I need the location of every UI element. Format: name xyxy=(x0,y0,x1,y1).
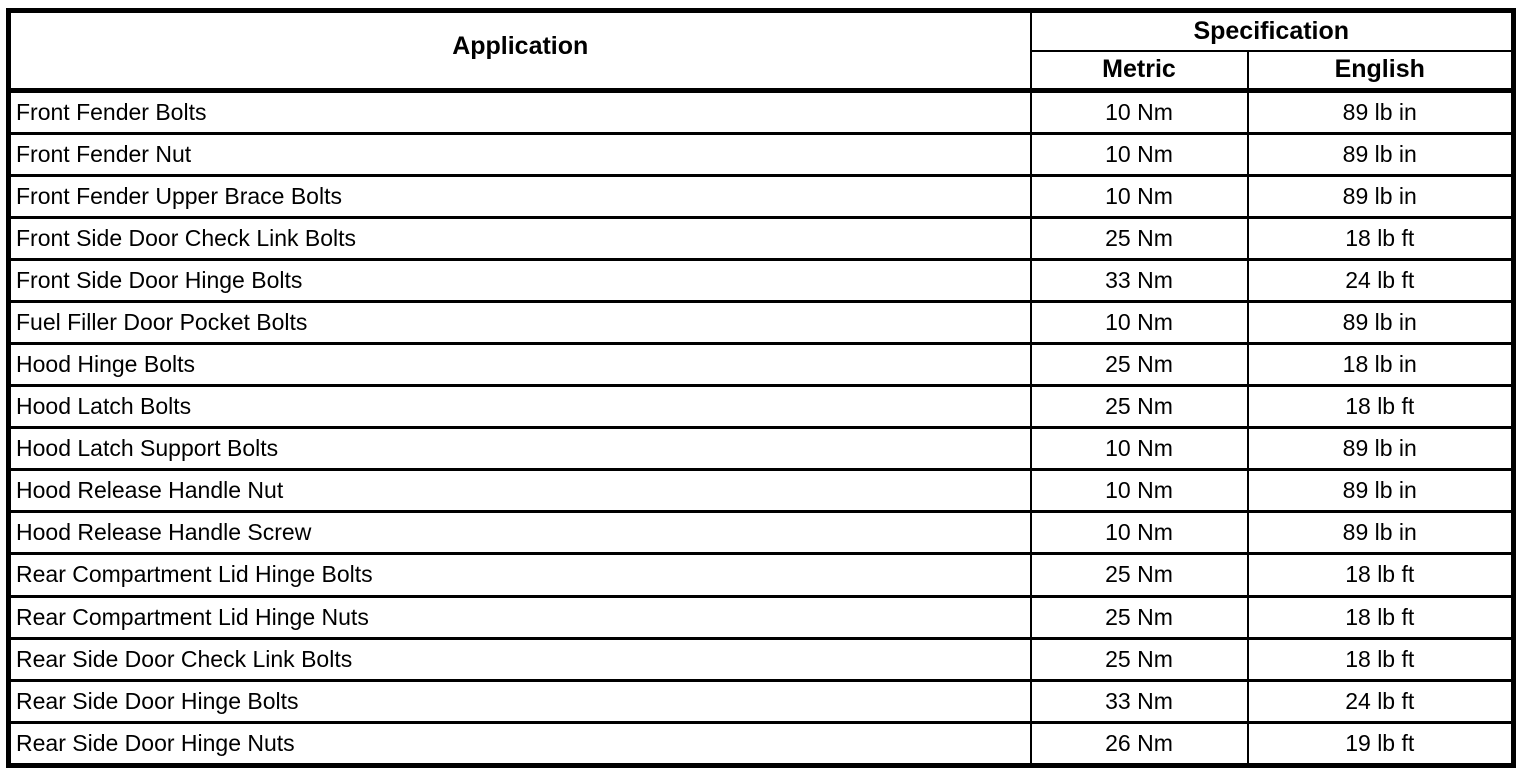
application-cell: Hood Latch Bolts xyxy=(7,384,1032,430)
table-row: Hood Latch Bolts 25 Nm 18 lb ft xyxy=(7,384,1515,430)
table-row: Hood Release Handle Screw 10 Nm 89 lb in xyxy=(7,510,1515,556)
english-value-cell: 89 lb in xyxy=(1246,132,1515,178)
table-row: Rear Side Door Hinge Bolts 33 Nm 24 lb f… xyxy=(7,678,1515,724)
table-row: Hood Release Handle Nut 10 Nm 89 lb in xyxy=(7,468,1515,514)
application-cell: Hood Release Handle Screw xyxy=(7,510,1032,556)
english-value-cell: 18 lb ft xyxy=(1246,384,1515,430)
table-body: Front Fender Bolts 10 Nm 89 lb in Front … xyxy=(7,88,1515,768)
table-row: Front Side Door Hinge Bolts 33 Nm 24 lb … xyxy=(7,258,1515,304)
application-cell: Fuel Filler Door Pocket Bolts xyxy=(7,300,1032,346)
column-header-metric: Metric xyxy=(1029,49,1249,93)
english-value-cell: 18 lb ft xyxy=(1246,552,1515,598)
table-header: Application Specification Metric English xyxy=(7,9,1515,93)
metric-value-cell: 25 Nm xyxy=(1029,636,1249,682)
table-row: Rear Side Door Hinge Nuts 26 Nm 19 lb ft xyxy=(7,720,1515,768)
metric-value-cell: 10 Nm xyxy=(1029,510,1249,556)
application-cell: Hood Release Handle Nut xyxy=(7,468,1032,514)
metric-value-cell: 25 Nm xyxy=(1029,342,1249,388)
application-cell: Rear Side Door Hinge Bolts xyxy=(7,678,1032,724)
english-value-cell: 18 lb ft xyxy=(1246,594,1515,640)
english-value-cell: 24 lb ft xyxy=(1246,258,1515,304)
column-header-application: Application xyxy=(7,9,1032,93)
table-row: Hood Latch Support Bolts 10 Nm 89 lb in xyxy=(7,426,1515,472)
metric-value-cell: 26 Nm xyxy=(1029,720,1249,768)
table-row: Rear Compartment Lid Hinge Nuts 25 Nm 18… xyxy=(7,594,1515,640)
application-cell: Front Side Door Check Link Bolts xyxy=(7,216,1032,262)
application-cell: Hood Hinge Bolts xyxy=(7,342,1032,388)
application-cell: Rear Compartment Lid Hinge Bolts xyxy=(7,552,1032,598)
application-cell: Front Fender Bolts xyxy=(7,88,1032,136)
metric-value-cell: 10 Nm xyxy=(1029,174,1249,220)
metric-value-cell: 25 Nm xyxy=(1029,594,1249,640)
english-value-cell: 89 lb in xyxy=(1246,300,1515,346)
application-cell: Front Fender Nut xyxy=(7,132,1032,178)
english-value-cell: 89 lb in xyxy=(1246,88,1515,136)
english-value-cell: 19 lb ft xyxy=(1246,720,1515,768)
metric-value-cell: 10 Nm xyxy=(1029,300,1249,346)
table-row: Rear Side Door Check Link Bolts 25 Nm 18… xyxy=(7,636,1515,682)
application-cell: Rear Side Door Hinge Nuts xyxy=(7,720,1032,768)
metric-value-cell: 25 Nm xyxy=(1029,216,1249,262)
table-row: Rear Compartment Lid Hinge Bolts 25 Nm 1… xyxy=(7,552,1515,598)
metric-value-cell: 25 Nm xyxy=(1029,384,1249,430)
english-value-cell: 89 lb in xyxy=(1246,426,1515,472)
metric-value-cell: 25 Nm xyxy=(1029,552,1249,598)
metric-value-cell: 10 Nm xyxy=(1029,468,1249,514)
table-row: Front Fender Bolts 10 Nm 89 lb in xyxy=(7,88,1515,136)
application-cell: Front Fender Upper Brace Bolts xyxy=(7,174,1032,220)
english-value-cell: 89 lb in xyxy=(1246,510,1515,556)
table-row: Fuel Filler Door Pocket Bolts 10 Nm 89 l… xyxy=(7,300,1515,346)
metric-value-cell: 10 Nm xyxy=(1029,426,1249,472)
fastener-specifications-table: Application Specification Metric English… xyxy=(6,8,1516,768)
metric-value-cell: 10 Nm xyxy=(1029,132,1249,178)
english-value-cell: 18 lb in xyxy=(1246,342,1515,388)
english-value-cell: 89 lb in xyxy=(1246,468,1515,514)
english-value-cell: 89 lb in xyxy=(1246,174,1515,220)
table-row: Hood Hinge Bolts 25 Nm 18 lb in xyxy=(7,342,1515,388)
metric-value-cell: 10 Nm xyxy=(1029,88,1249,136)
header-row-specification: Application Specification xyxy=(7,9,1515,93)
application-cell: Rear Side Door Check Link Bolts xyxy=(7,636,1032,682)
application-cell: Front Side Door Hinge Bolts xyxy=(7,258,1032,304)
table-row: Front Fender Upper Brace Bolts 10 Nm 89 … xyxy=(7,174,1515,220)
english-value-cell: 24 lb ft xyxy=(1246,678,1515,724)
column-header-english: English xyxy=(1246,49,1515,93)
table-row: Front Fender Nut 10 Nm 89 lb in xyxy=(7,132,1515,178)
english-value-cell: 18 lb ft xyxy=(1246,636,1515,682)
table-row: Front Side Door Check Link Bolts 25 Nm 1… xyxy=(7,216,1515,262)
application-cell: Hood Latch Support Bolts xyxy=(7,426,1032,472)
header-row-units: Metric English xyxy=(9,49,1515,93)
metric-value-cell: 33 Nm xyxy=(1029,678,1249,724)
column-header-specification: Specification xyxy=(1029,9,1515,52)
metric-value-cell: 33 Nm xyxy=(1029,258,1249,304)
application-cell: Rear Compartment Lid Hinge Nuts xyxy=(7,594,1032,640)
english-value-cell: 18 lb ft xyxy=(1246,216,1515,262)
